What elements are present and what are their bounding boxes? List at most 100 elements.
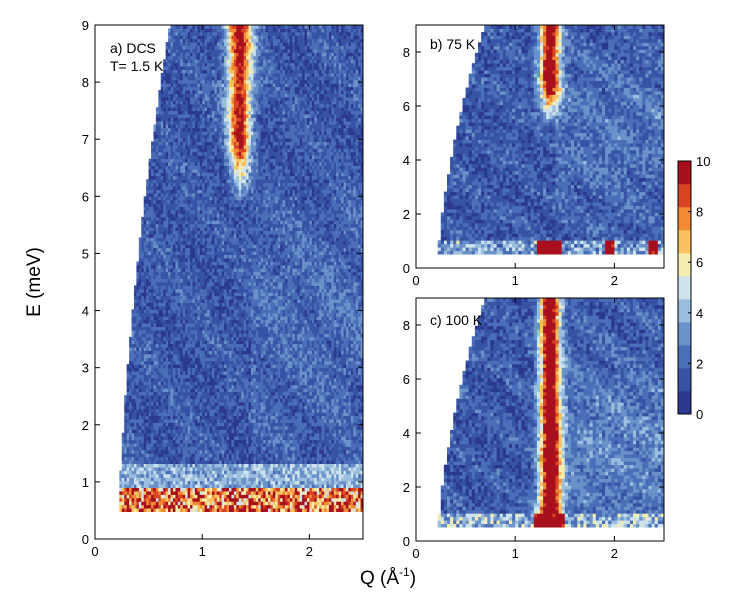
- heatmap-cell: [158, 388, 162, 393]
- heatmap-cell: [202, 501, 206, 506]
- heatmap-cell: [309, 436, 313, 441]
- heatmap-cell: [282, 343, 286, 348]
- heatmap-cell: [141, 360, 145, 365]
- heatmap-cell: [297, 374, 301, 379]
- heatmap-cell: [221, 501, 225, 506]
- heatmap-cell: [165, 425, 169, 430]
- heatmap-cell: [355, 470, 359, 475]
- heatmap-cell: [241, 460, 245, 465]
- heatmap-cell: [319, 425, 322, 430]
- heatmap-cell: [141, 391, 145, 396]
- heatmap-cell: [277, 432, 281, 437]
- heatmap-cell: [309, 477, 313, 482]
- heatmap-cell: [321, 398, 325, 403]
- heatmap-cell: [270, 357, 274, 362]
- heatmap-cell: [211, 429, 215, 434]
- heatmap-cell: [316, 336, 320, 341]
- heatmap-cell: [229, 497, 232, 502]
- heatmap-cell: [160, 360, 164, 365]
- heatmap-cell: [299, 422, 303, 427]
- heatmap-cell: [197, 377, 201, 382]
- heatmap-cell: [231, 398, 235, 403]
- heatmap-cell: [250, 508, 254, 512]
- heatmap-cell: [265, 388, 269, 393]
- heatmap-cell: [229, 364, 232, 369]
- heatmap-cell: [209, 508, 213, 512]
- heatmap-cell: [265, 419, 269, 423]
- heatmap-cell: [255, 508, 259, 512]
- heatmap-cell: [260, 350, 264, 355]
- heatmap-cell: [136, 494, 140, 499]
- heatmap-cell: [138, 371, 142, 375]
- heatmap-cell: [224, 360, 227, 365]
- heatmap-cell: [197, 412, 201, 417]
- heatmap-cell: [324, 398, 327, 403]
- heatmap-cell: [338, 367, 342, 372]
- heatmap-cell: [316, 501, 320, 506]
- heatmap-cell: [207, 436, 210, 441]
- heatmap-cell: [185, 357, 188, 362]
- heatmap-cell: [197, 501, 201, 506]
- heatmap-cell: [250, 377, 254, 382]
- heatmap-cell: [294, 371, 298, 375]
- heatmap-cell: [236, 367, 240, 372]
- heatmap-cell: [338, 494, 342, 499]
- heatmap-cell: [321, 477, 325, 482]
- heatmap-cell: [216, 353, 220, 358]
- heatmap-cell: [153, 443, 157, 447]
- heatmap-cell: [238, 367, 242, 372]
- heatmap-cell: [138, 443, 142, 447]
- heatmap-cell: [248, 391, 252, 396]
- heatmap-cell: [277, 374, 281, 379]
- heatmap-cell: [360, 415, 363, 420]
- heatmap-cell: [224, 412, 227, 417]
- heatmap-cell: [358, 446, 361, 451]
- heatmap-cell: [272, 484, 276, 488]
- heatmap-cell: [172, 419, 176, 423]
- heatmap-cell: [160, 446, 164, 451]
- heatmap-cell: [248, 425, 252, 430]
- heatmap-cell: [202, 463, 206, 468]
- heatmap-cell: [246, 497, 249, 502]
- heatmap-cell: [177, 405, 181, 410]
- heatmap-cell: [143, 460, 147, 465]
- heatmap-cell: [194, 480, 198, 485]
- heatmap-cell: [309, 422, 313, 427]
- heatmap-cell: [119, 473, 123, 478]
- heatmap-cell: [360, 357, 363, 362]
- heatmap-cell: [338, 364, 342, 369]
- heatmap-cell: [248, 419, 252, 423]
- heatmap-cell: [233, 401, 237, 406]
- heatmap-cell: [299, 477, 303, 482]
- heatmap-cell: [192, 460, 196, 465]
- heatmap-cell: [360, 353, 363, 358]
- heatmap-cell: [194, 425, 198, 430]
- heatmap-cell: [182, 412, 186, 417]
- heatmap-cell: [131, 384, 135, 389]
- heatmap-cell: [236, 443, 240, 447]
- heatmap-cell: [177, 504, 181, 509]
- heatmap-cell: [311, 419, 315, 423]
- heatmap-cell: [197, 415, 201, 420]
- heatmap-cell: [306, 449, 310, 454]
- heatmap-cell: [289, 415, 293, 420]
- heatmap-cell: [216, 377, 220, 382]
- heatmap-cell: [265, 415, 269, 420]
- heatmap-cell: [306, 336, 310, 341]
- heatmap-cell: [360, 367, 363, 372]
- heatmap-cell: [270, 377, 274, 382]
- heatmap-cell: [138, 432, 142, 437]
- heatmap-cell: [190, 432, 193, 437]
- heatmap-cell: [170, 391, 174, 396]
- heatmap-cell: [170, 412, 174, 417]
- heatmap-cell: [146, 374, 149, 379]
- heatmap-cell: [187, 449, 191, 454]
- heatmap-cell: [275, 353, 279, 358]
- heatmap-cell: [216, 419, 220, 423]
- heatmap-cell: [246, 446, 249, 451]
- heatmap-cell: [216, 443, 220, 447]
- heatmap-cell: [345, 381, 349, 386]
- heatmap-cell: [358, 508, 361, 512]
- heatmap-cell: [155, 491, 159, 495]
- heatmap-cell: [209, 443, 213, 447]
